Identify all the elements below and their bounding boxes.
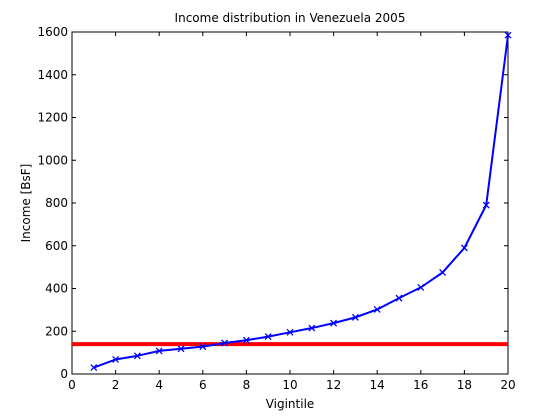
series-markers	[90, 31, 512, 372]
x-tick-label: 16	[413, 378, 428, 392]
data-point	[199, 343, 207, 351]
data-point	[460, 244, 468, 252]
chart-title: Income distribution in Venezuela 2005	[175, 11, 406, 25]
y-tick-label: 1200	[37, 111, 68, 125]
y-tick-label: 1000	[37, 153, 68, 167]
x-tick-label: 2	[112, 378, 120, 392]
data-point	[351, 313, 359, 321]
x-tick-label: 20	[500, 378, 515, 392]
data-point	[395, 294, 403, 302]
x-tick-label: 10	[282, 378, 297, 392]
y-tick-label: 0	[60, 367, 68, 381]
y-tick-label: 200	[45, 324, 68, 338]
y-tick-label: 600	[45, 239, 68, 253]
data-point	[373, 305, 381, 313]
data-point	[264, 333, 272, 341]
x-tick-label: 8	[243, 378, 251, 392]
x-tick-label: 4	[155, 378, 163, 392]
data-point	[308, 324, 316, 332]
data-point	[504, 31, 512, 39]
x-tick-label: 18	[457, 378, 472, 392]
data-point	[112, 356, 120, 363]
data-point	[155, 347, 163, 355]
data-point	[221, 339, 229, 347]
y-tick-label: 1400	[37, 68, 68, 82]
data-point	[482, 201, 490, 209]
data-point	[286, 328, 294, 336]
y-axis-label: Income [BsF]	[19, 164, 33, 243]
data-point	[90, 364, 98, 372]
data-point	[177, 345, 185, 353]
x-tick-label: 12	[326, 378, 341, 392]
series-line	[93, 35, 509, 369]
y-axis: 0 200 400 600 800 1000 1200 1400 1600	[37, 25, 508, 381]
y-tick-label: 1600	[37, 25, 68, 39]
x-tick-label: 14	[370, 378, 385, 392]
data-point	[439, 269, 447, 276]
x-axis: 0 2 4 6 8 10 12 14 16 18 20	[68, 32, 516, 392]
y-tick-label: 800	[45, 196, 68, 210]
data-point	[417, 283, 425, 291]
data-point	[330, 319, 338, 327]
plot-area	[71, 31, 509, 375]
x-tick-label: 6	[199, 378, 207, 392]
data-point	[242, 336, 250, 344]
x-axis-label: Vigintile	[266, 397, 315, 411]
data-point	[133, 352, 141, 360]
x-tick-label: 0	[68, 378, 76, 392]
y-tick-label: 400	[45, 282, 68, 296]
